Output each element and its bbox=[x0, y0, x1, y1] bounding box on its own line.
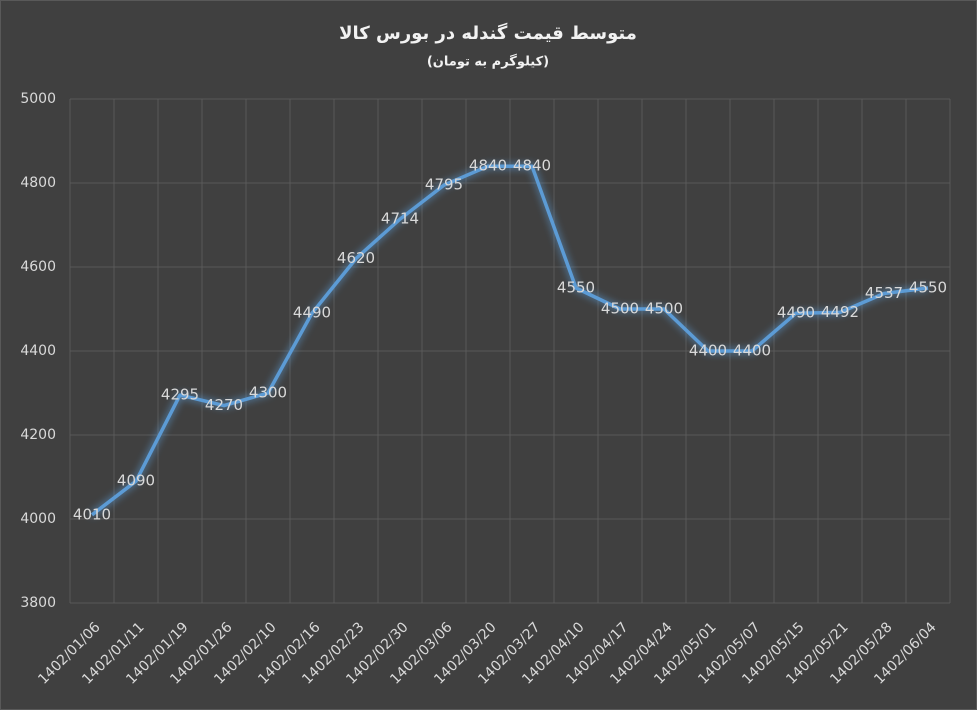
data-label: 4500 bbox=[601, 300, 639, 318]
data-label: 4840 bbox=[469, 157, 507, 175]
data-label: 4620 bbox=[337, 249, 375, 267]
data-label: 4714 bbox=[381, 210, 419, 228]
data-label: 4490 bbox=[293, 304, 331, 322]
data-label: 4010 bbox=[73, 505, 111, 523]
data-label: 4500 bbox=[645, 300, 683, 318]
y-tick-label: 4800 bbox=[20, 175, 56, 191]
chart-title: متوسط قیمت گندله در بورس کالا bbox=[339, 22, 637, 44]
data-label: 4795 bbox=[425, 176, 463, 194]
y-tick-label: 4600 bbox=[20, 259, 56, 275]
data-label: 4300 bbox=[249, 384, 287, 402]
data-label: 4550 bbox=[557, 279, 595, 297]
data-label: 4270 bbox=[205, 396, 243, 414]
y-tick-label: 3800 bbox=[20, 595, 56, 611]
data-label: 4537 bbox=[865, 284, 903, 302]
data-label: 4400 bbox=[733, 342, 771, 360]
data-label: 4550 bbox=[909, 279, 947, 297]
data-label: 4400 bbox=[689, 342, 727, 360]
y-tick-label: 4200 bbox=[20, 427, 56, 443]
data-label: 4840 bbox=[513, 157, 551, 175]
chart-subtitle: (کیلوگرم به تومان) bbox=[427, 54, 549, 70]
line bbox=[90, 164, 929, 517]
data-label: 4490 bbox=[777, 304, 815, 322]
data-label: 4295 bbox=[161, 386, 199, 404]
y-tick-label: 4000 bbox=[20, 511, 56, 527]
y-tick-label: 4400 bbox=[20, 343, 56, 359]
y-tick-label: 5000 bbox=[20, 91, 56, 107]
data-label: 4492 bbox=[821, 303, 859, 321]
data-label: 4090 bbox=[117, 472, 155, 490]
